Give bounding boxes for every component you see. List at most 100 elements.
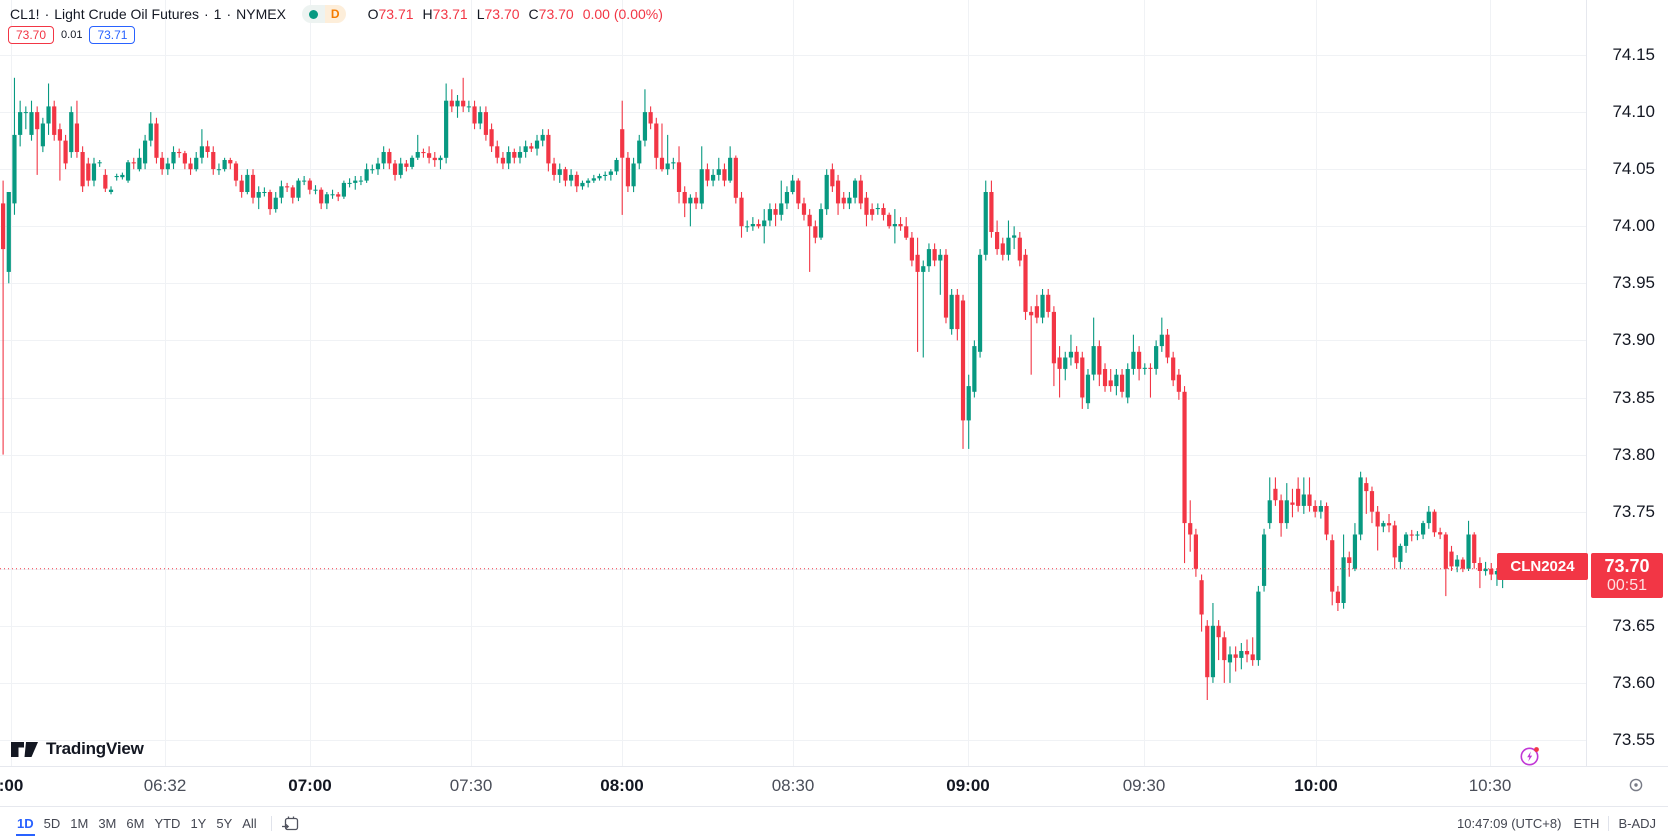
candle — [1154, 346, 1159, 369]
candle-wick — [621, 100, 623, 215]
candle — [432, 157, 437, 161]
candle — [546, 134, 551, 164]
candle-wick — [939, 249, 941, 295]
candle — [1029, 311, 1034, 316]
candle — [143, 140, 148, 164]
range-all-button[interactable]: All — [242, 816, 257, 831]
candle — [1341, 557, 1346, 603]
candle — [120, 174, 125, 178]
range-3m-button[interactable]: 3M — [98, 816, 117, 831]
candle — [1409, 534, 1414, 536]
candle — [1284, 500, 1289, 524]
market-status-pill[interactable]: D — [301, 5, 346, 23]
candle — [1381, 523, 1386, 527]
candle — [847, 197, 852, 204]
candle-wick — [1479, 557, 1481, 589]
candle — [659, 157, 665, 170]
candle — [1205, 625, 1210, 678]
candle-wick — [331, 189, 334, 199]
candle — [943, 254, 949, 318]
candle — [35, 112, 40, 130]
candle — [756, 224, 761, 227]
toolbar-divider — [1608, 816, 1610, 831]
symbol-title[interactable]: CL1! · Light Crude Oil Futures · 1 · NYMEX — [10, 6, 286, 22]
candle — [1455, 559, 1460, 567]
candle — [57, 129, 62, 141]
time-axis-label: 10:00 — [1294, 776, 1338, 795]
price-axis[interactable]: 73.70 00:51 74.15 74.10 74.05 74.00 73.95 73.… — [1586, 0, 1668, 766]
candle-wick — [258, 186, 260, 210]
candle — [966, 386, 971, 421]
candle-wick — [349, 178, 351, 188]
range-1d-button[interactable]: 1D — [12, 813, 39, 836]
candle — [693, 197, 699, 204]
price-axis-label: 73.75 — [1612, 501, 1655, 521]
range-5y-button[interactable]: 5Y — [216, 816, 233, 831]
candle — [909, 237, 914, 261]
price-axis-label: 74.00 — [1612, 216, 1655, 236]
sell-bid-button[interactable]: 73.70 — [8, 26, 55, 44]
range-6m-button[interactable]: 6M — [126, 816, 145, 831]
candle — [1318, 506, 1323, 512]
candle-wick — [1030, 306, 1032, 375]
candle — [887, 214, 892, 227]
adjustment-badge[interactable]: B-ADJ — [1618, 816, 1656, 831]
candle — [1085, 374, 1091, 404]
candle — [1426, 511, 1431, 524]
candle — [1279, 500, 1284, 524]
candle — [813, 226, 818, 238]
candle — [654, 123, 659, 158]
range-1m-button[interactable]: 1M — [70, 816, 89, 831]
candle-wick — [661, 123, 663, 172]
instant-trading-lightning-icon[interactable] — [1519, 745, 1541, 772]
candle — [336, 194, 341, 197]
candle — [523, 146, 528, 152]
range-ytd-button[interactable]: YTD — [154, 816, 181, 831]
candle — [898, 224, 903, 227]
range-1y-button[interactable]: 1Y — [190, 816, 207, 831]
candle — [1421, 523, 1426, 535]
candle — [296, 180, 301, 198]
candle — [1261, 534, 1267, 586]
candle — [676, 162, 682, 192]
axis-settings-icon[interactable] — [1628, 777, 1644, 798]
candle — [1449, 551, 1454, 567]
candle — [603, 174, 608, 176]
candle — [1034, 306, 1039, 318]
candle — [1068, 351, 1074, 358]
candle — [63, 140, 68, 164]
candlestick-plot[interactable] — [0, 0, 1586, 766]
go-to-date-icon[interactable] — [281, 814, 300, 833]
clock[interactable]: 10:47:09 (UTC+8) — [1457, 816, 1562, 831]
session-badge[interactable]: ETH — [1573, 816, 1600, 831]
candle — [875, 208, 880, 210]
candle — [915, 254, 920, 272]
price-axis-label: 73.55 — [1612, 730, 1655, 749]
candle — [177, 152, 182, 154]
candle-wick — [36, 106, 38, 175]
candle-wick — [1348, 551, 1350, 577]
tradingview-logo[interactable]: TradingView — [10, 738, 144, 760]
range-5d-button[interactable]: 5D — [43, 816, 61, 831]
candle-wick — [780, 180, 782, 221]
candle — [319, 189, 324, 204]
candle-wick — [752, 217, 754, 231]
time-axis-label: 07:30 — [449, 776, 493, 795]
candle-wick — [604, 171, 606, 181]
candle — [171, 152, 176, 164]
buy-ask-button[interactable]: 73.71 — [89, 26, 136, 44]
candle — [1080, 357, 1085, 398]
candle — [1137, 351, 1142, 369]
time-axis[interactable]: :00 06:32 07:00 07:30 08:00 08:30 09:00 09:30 10… — [0, 766, 1668, 807]
candle — [801, 203, 807, 215]
candle — [1358, 477, 1363, 535]
candle — [205, 146, 210, 152]
candle — [1307, 494, 1312, 506]
candle-wick — [303, 176, 305, 186]
candle — [97, 162, 102, 164]
candle — [767, 209, 772, 221]
candle-wick — [1013, 226, 1015, 250]
candle — [983, 192, 988, 255]
time-axis-label: 07:00 — [288, 776, 332, 795]
